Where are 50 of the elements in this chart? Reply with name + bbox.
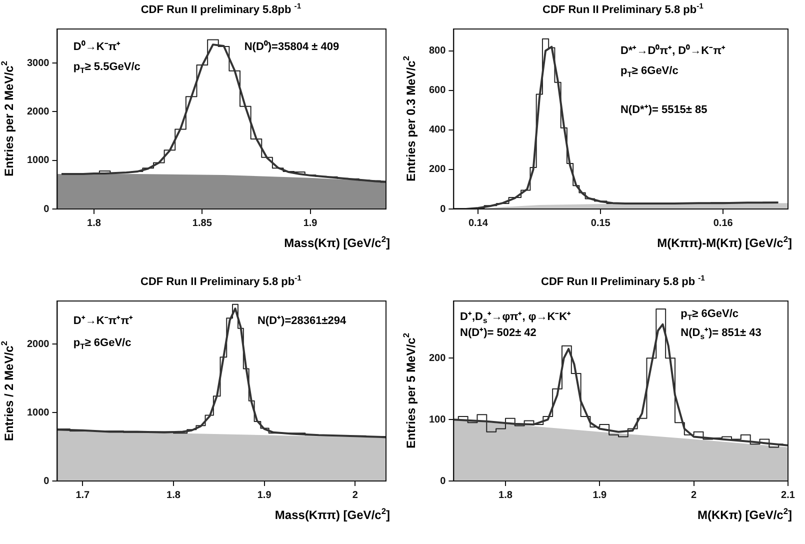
x-tick-label: 1.8 — [498, 490, 513, 501]
y-tick-label: 200 — [428, 352, 446, 364]
annotation: p$_{T}$≥ 6GeV/c — [620, 65, 678, 80]
y-tick-label: 2000 — [26, 106, 50, 118]
y-tick-label: 100 — [428, 414, 446, 426]
x-tick-label: 1.8 — [87, 218, 102, 229]
y-tick-label: 0 — [440, 204, 446, 215]
x-tick-label: 1.85 — [192, 218, 212, 229]
chart-title: CDF Run II Preliminary 5.8 pb$^{-1}$ — [140, 273, 302, 288]
x-tick-label: 1.9 — [592, 490, 608, 501]
annotation: p$_{T}$≥ 6GeV/c — [73, 337, 132, 352]
x-tick-label: 1.9 — [303, 218, 318, 229]
y-tick-label: 600 — [428, 85, 446, 96]
chart-title: CDF Run II Preliminary 5.8 pb $^{-1}$ — [540, 273, 706, 288]
chart-title: CDF Run II preliminary 5.8pb $^{-1}$ — [140, 1, 302, 16]
annotation: N(D⁺)= 502± 42 — [460, 326, 536, 340]
annotation: N(D⁰)=35804 ± 409 — [244, 39, 340, 53]
x-tick-label: 0.14 — [468, 218, 488, 229]
x-tick-label: 1.8 — [166, 490, 181, 501]
annotation: D⁺→K⁻π⁺π⁺ — [73, 314, 134, 327]
annotation: D⁺,D$_{s}$⁺→φπ⁺, φ→K⁻K⁺ — [460, 310, 572, 326]
chart-title: CDF Run II Preliminary 5.8 pb$^{-1}$ — [542, 1, 704, 16]
x-tick-label: 1.9 — [257, 490, 272, 501]
y-tick-label: 3000 — [26, 58, 50, 69]
x-tick-label: 2 — [691, 490, 698, 501]
x-tick-label: 2 — [352, 490, 358, 501]
x-axis-title: M(Kππ)-M(Kπ) [GeV/c$^{2}$] — [657, 234, 792, 250]
annotation: N(D$_{s}$⁺)= 851± 43 — [680, 326, 762, 342]
annotation: N(D⁺)=28361±294 — [257, 314, 346, 327]
y-tick-label: 0 — [44, 476, 50, 487]
x-tick-label: 2.1 — [781, 490, 796, 501]
y-tick-label: 2000 — [26, 338, 50, 350]
y-tick-label: 200 — [428, 164, 446, 176]
x-tick-label: 0.16 — [713, 218, 734, 229]
y-tick-label: 400 — [428, 124, 446, 136]
annotation: N(D*⁺)= 5515± 85 — [620, 103, 708, 116]
y-tick-label: 1000 — [26, 155, 50, 166]
x-tick-label: 0.15 — [590, 218, 611, 229]
annotation: p$_{T}$≥ 5.5GeV/c — [73, 61, 140, 76]
y-tick-label: 1000 — [26, 407, 50, 418]
x-axis-title: Mass(Kππ) [GeV/c$^{2}$] — [274, 506, 390, 522]
x-axis-title: Mass(Kπ) [GeV/c$^{2}$] — [284, 234, 390, 250]
x-axis-title: M(KKπ) [GeV/c$^{2}$] — [697, 506, 792, 522]
annotation: p$_{T}$≥ 6GeV/c — [680, 308, 739, 322]
annotation: D*⁺→D⁰π⁺, D⁰→K⁻π⁺ — [620, 43, 726, 57]
annotation: D⁰→K⁻π⁺ — [73, 39, 121, 53]
y-tick-label: 800 — [428, 46, 446, 57]
y-tick-label: 0 — [44, 204, 50, 215]
x-tick-label: 1.7 — [76, 490, 90, 501]
y-tick-label: 0 — [440, 476, 446, 487]
